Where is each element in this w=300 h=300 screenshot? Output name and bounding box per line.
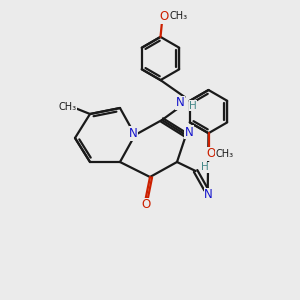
Text: CH₃: CH₃ [58,101,76,112]
Text: N: N [129,127,138,140]
Text: O: O [206,147,215,160]
Text: N: N [176,96,184,109]
Text: H: H [189,101,197,111]
Text: N: N [204,188,213,202]
Text: O: O [160,10,169,23]
Text: CH₃: CH₃ [169,11,188,22]
Text: H: H [201,162,209,172]
Text: CH₃: CH₃ [216,148,234,159]
Text: O: O [141,198,150,212]
Text: N: N [184,125,194,139]
